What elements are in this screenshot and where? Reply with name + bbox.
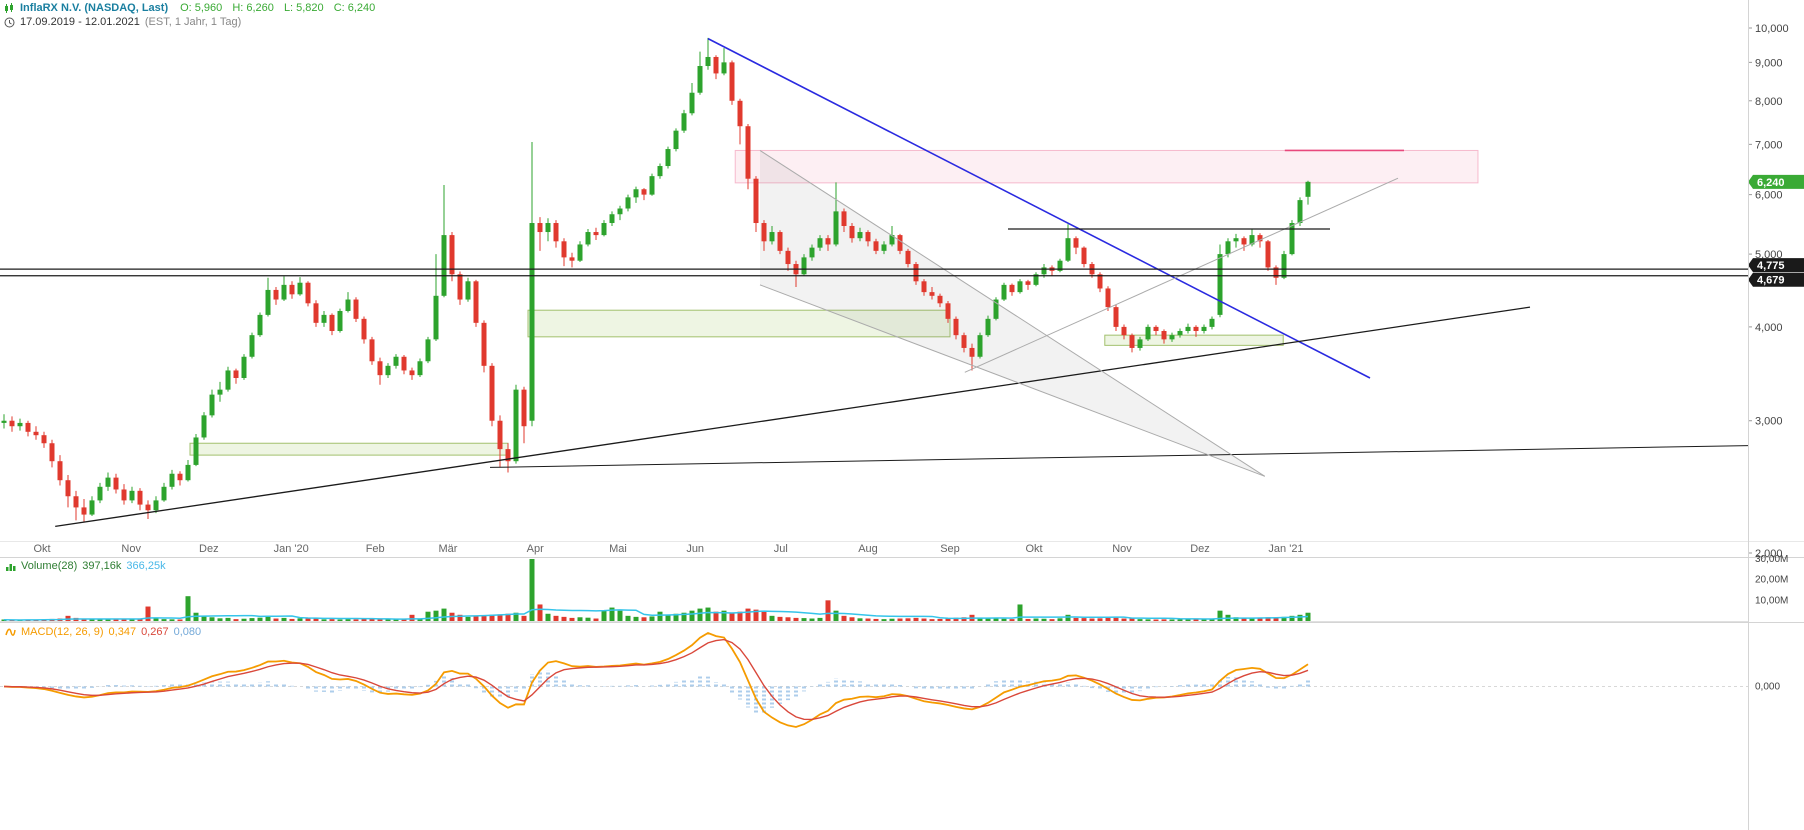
instrument-name: InflaRX N.V. (NASDAQ, Last) — [20, 2, 169, 14]
svg-text:Sep: Sep — [940, 543, 960, 555]
svg-text:Feb: Feb — [366, 543, 385, 555]
low-value: 5,820 — [296, 2, 324, 14]
svg-text:10,000: 10,000 — [1755, 23, 1789, 35]
low-label: L: — [283, 2, 294, 14]
svg-text:5,000: 5,000 — [1755, 249, 1783, 261]
time-axis[interactable]: Okt Nov Dez Jan '20 Feb Mär Apr Mai Jun Jul Aug Sep… — [33, 543, 1303, 555]
svg-text:Mär: Mär — [439, 543, 458, 555]
wedge-lower-gray[interactable] — [759, 284, 1265, 477]
support-zone-green-2[interactable] — [527, 309, 951, 338]
support-zone-green-3[interactable] — [1104, 334, 1284, 346]
svg-text:Nov: Nov — [1112, 543, 1132, 555]
svg-text:Dez: Dez — [1190, 543, 1210, 555]
high-label: H: — [232, 2, 244, 14]
wedge-upper-gray[interactable] — [759, 150, 1266, 477]
svg-text:Okt: Okt — [1025, 543, 1042, 555]
svg-text:0,000: 0,000 — [1755, 682, 1780, 693]
timeframe: (EST, 1 Jahr, 1 Tag) — [144, 16, 242, 28]
svg-text:Aug: Aug — [858, 543, 878, 555]
svg-text:Nov: Nov — [121, 543, 141, 555]
close-value: 6,240 — [347, 2, 376, 14]
svg-text:Dez: Dez — [199, 543, 219, 555]
volume-axis[interactable]: 10,00M 20,00M 30,00M — [1755, 554, 1788, 606]
open-label: O: — [180, 2, 192, 14]
svg-text:Jan '21: Jan '21 — [1268, 543, 1303, 555]
macd-label: MACD(12, 26, 9) — [21, 626, 104, 638]
ohlc-values: O: 5,960 H: 6,260 L: 5,820 C: 6,240 — [173, 2, 375, 15]
svg-text:7,000: 7,000 — [1755, 139, 1783, 151]
volume-ma-value: 366,25k — [126, 560, 166, 572]
volume-value: 397,16k — [82, 560, 122, 572]
macd-wave-icon — [5, 628, 16, 636]
high-value: 6,260 — [246, 2, 274, 14]
main-pane — [0, 37, 1750, 528]
downtrend-blue[interactable] — [707, 37, 1371, 379]
price-axis[interactable]: 10,000 9,000 8,000 7,000 6,000 5,000 4,000 3,00… — [1748, 23, 1789, 560]
svg-text:8,000: 8,000 — [1755, 96, 1783, 108]
uptrend-black-long[interactable] — [55, 306, 1531, 528]
level-badge-4679: 4,679 — [1748, 272, 1804, 287]
date-range: 17.09.2019 - 12.01.2021 — [20, 16, 140, 28]
svg-text:10,00M: 10,00M — [1755, 595, 1788, 606]
macd-axis[interactable]: 0,000 — [1755, 682, 1780, 693]
svg-text:20,00M: 20,00M — [1755, 575, 1788, 586]
svg-text:4,679: 4,679 — [1757, 275, 1785, 287]
macd-signal-line — [3, 638, 1309, 721]
svg-text:Jun: Jun — [686, 543, 704, 555]
macd-signal-value: 0,267 — [141, 626, 169, 638]
macd-value: 0,347 — [108, 626, 137, 638]
volume-series — [0, 559, 1748, 622]
current-price-badge: 6,240 — [1748, 174, 1804, 189]
svg-text:9,000: 9,000 — [1755, 57, 1783, 69]
level-badge-4775: 4,775 — [1748, 258, 1804, 273]
svg-text:6,240: 6,240 — [1757, 177, 1785, 189]
macd-legend[interactable]: MACD(12, 26, 9) 0,347 0,267 0,080 — [5, 626, 201, 639]
macd-hist-value: 0,080 — [173, 626, 202, 638]
volume-legend[interactable]: Volume(28) 397,16k 366,25k — [5, 560, 166, 573]
svg-text:Jan '20: Jan '20 — [274, 543, 309, 555]
date-range-legend[interactable]: 17.09.2019 - 12.01.2021 (EST, 1 Jahr, 1 … — [4, 16, 241, 29]
candlestick-series — [1, 37, 1311, 522]
support-zone-green-1[interactable] — [189, 442, 509, 456]
close-label: C: — [333, 2, 345, 14]
svg-text:Jul: Jul — [774, 543, 788, 555]
svg-text:4,775: 4,775 — [1757, 260, 1785, 272]
instrument-legend[interactable]: InflaRX N.V. (NASDAQ, Last) O: 5,960 H: 6,… — [4, 2, 375, 15]
macd-line — [3, 632, 1309, 728]
svg-text:30,00M: 30,00M — [1755, 554, 1788, 565]
clock-icon — [4, 17, 15, 28]
uptrend-black-shallow[interactable] — [489, 445, 1750, 468]
supply-zone-pink[interactable] — [734, 149, 1479, 184]
svg-text:Mai: Mai — [609, 543, 627, 555]
svg-text:Okt: Okt — [33, 543, 50, 555]
open-value: 5,960 — [194, 2, 223, 14]
volume-label: Volume(28) — [21, 560, 78, 572]
volume-ma-line — [3, 608, 1309, 621]
svg-text:4,000: 4,000 — [1755, 322, 1783, 334]
svg-text:3,000: 3,000 — [1755, 416, 1783, 428]
volume-bars-icon — [6, 564, 16, 571]
svg-text:Apr: Apr — [527, 543, 544, 555]
candlestick-icon — [5, 3, 13, 13]
svg-text:6,000: 6,000 — [1755, 190, 1783, 202]
